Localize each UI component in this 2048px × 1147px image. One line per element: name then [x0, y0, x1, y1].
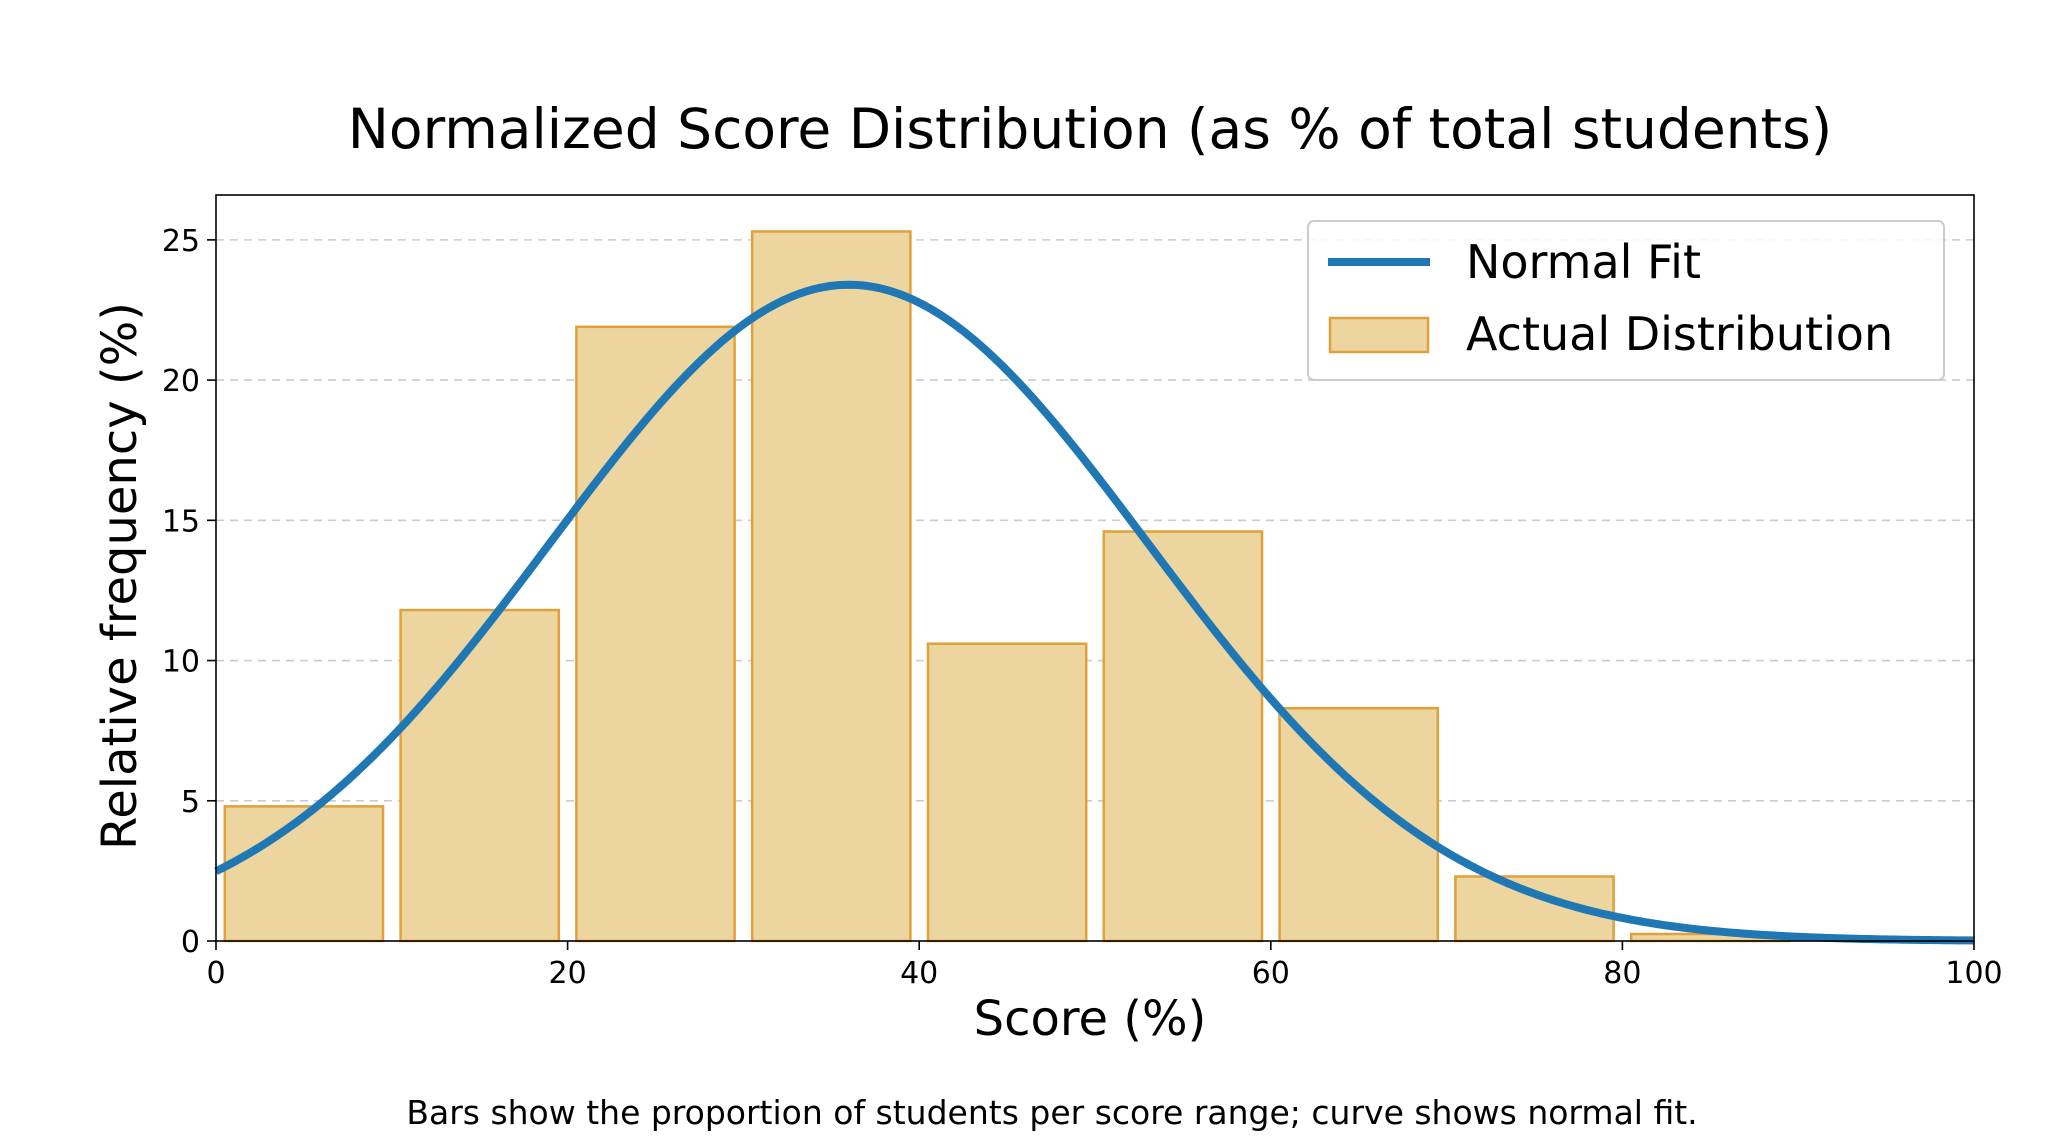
x-axis-label: Score (%): [974, 991, 1207, 1047]
legend-label-actual-distribution: Actual Distribution: [1466, 307, 1893, 361]
legend-label-normal-fit: Normal Fit: [1466, 235, 1701, 289]
histogram-bar-6: [1278, 706, 1440, 943]
histogram-bar-4: [926, 642, 1088, 943]
histogram-bar-1: [399, 608, 561, 943]
chart-caption: Bars show the proportion of students per…: [406, 1093, 1697, 1132]
y-tick-label-0: 0: [181, 925, 200, 960]
y-tick-label-2: 10: [162, 645, 200, 680]
y-tick-label-4: 20: [162, 364, 200, 399]
histogram-bar-0: [223, 805, 385, 943]
y-tick-label-1: 5: [181, 785, 200, 820]
x-tick-label-3: 60: [1252, 956, 1290, 991]
histogram-bar-5: [1102, 530, 1264, 943]
plot-frame: [215, 194, 1975, 942]
bars-layer: [223, 230, 1791, 943]
x-axis-ticks: 0 20 40 60 80 100: [206, 941, 2003, 991]
legend: Normal Fit Actual Distribution: [1307, 220, 1945, 381]
y-tick-label-5: 25: [162, 224, 200, 259]
y-axis-ticks: 0 5 10 15 20 25: [162, 224, 216, 960]
x-tick-label-1: 20: [549, 956, 587, 991]
legend-box: [1307, 220, 1945, 381]
histogram-bar-3: [750, 230, 912, 943]
x-tick-label-2: 40: [900, 956, 938, 991]
y-axis-label: Relative frequency (%): [92, 302, 148, 850]
histogram-bar-2: [575, 325, 736, 943]
normal-fit-curve: [214, 280, 1975, 945]
y-tick-label-3: 15: [162, 504, 200, 539]
x-tick-label-5: 100: [1945, 956, 2002, 991]
x-tick-label-0: 0: [206, 956, 225, 991]
legend-swatch-actual-distribution: [1328, 316, 1430, 354]
x-tick-label-4: 80: [1603, 956, 1641, 991]
chart-title: Normalized Score Distribution (as % of t…: [348, 97, 1832, 161]
